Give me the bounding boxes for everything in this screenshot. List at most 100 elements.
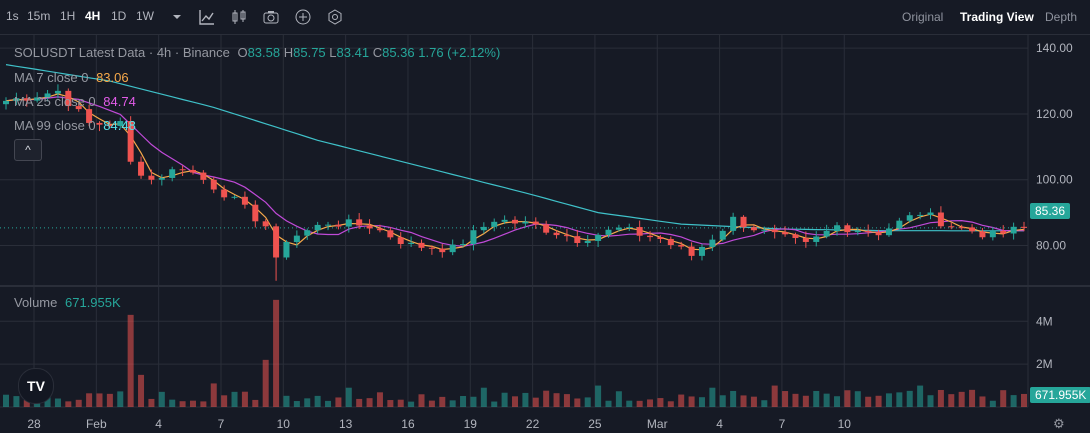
view-trading-view[interactable]: Trading View	[960, 10, 1034, 24]
volume-bar	[657, 398, 664, 407]
add-icon[interactable]	[294, 8, 312, 26]
volume-bar	[428, 400, 435, 407]
candle-body	[709, 239, 716, 247]
volume-bar	[958, 391, 965, 407]
candle-style-icon[interactable]	[230, 8, 248, 26]
view-depth[interactable]: Depth	[1045, 10, 1078, 24]
ma99-value: 84.48	[103, 118, 136, 133]
candle-body	[969, 227, 976, 232]
volume-bar	[636, 400, 643, 407]
ma7-legend: MA 7 close 0 83.06	[14, 70, 129, 85]
time-tick-label: 7	[218, 417, 225, 431]
candle-body	[657, 237, 664, 239]
candle-body	[1000, 230, 1007, 234]
settings-icon[interactable]	[326, 8, 344, 26]
volume-bar	[117, 391, 124, 407]
volume-bar	[54, 398, 61, 407]
price-tick-label: 140.00	[1036, 41, 1073, 55]
time-tick-label: Feb	[86, 417, 107, 431]
candle-body	[958, 227, 965, 229]
collapse-legend-button[interactable]: ^	[14, 139, 42, 161]
volume-bar	[563, 394, 570, 407]
candle-body	[823, 230, 830, 237]
candle-body	[460, 243, 467, 245]
candle-body	[408, 242, 415, 245]
candle-body	[813, 236, 820, 242]
timeframe-15m[interactable]: 15m	[27, 9, 51, 23]
volume-bar	[1021, 393, 1027, 407]
volume-bar	[512, 396, 518, 407]
volume-bar	[1000, 390, 1007, 407]
volume-bar	[408, 401, 415, 407]
timeframe-1s[interactable]: 1s	[6, 9, 19, 23]
candle-body	[605, 229, 612, 235]
chevron-down-icon[interactable]	[168, 8, 186, 26]
volume-bar	[75, 399, 82, 407]
timeframe-1h[interactable]: 1H	[60, 9, 76, 23]
candle-body	[262, 221, 269, 227]
candle-body	[636, 227, 643, 236]
ma25-label: MA 25 close 0	[14, 94, 96, 109]
candle-body	[574, 236, 581, 243]
volume-bar	[491, 401, 498, 407]
candle-body	[148, 175, 155, 180]
volume-bar	[376, 392, 383, 407]
candle-body	[117, 121, 124, 126]
volume-bar	[293, 401, 300, 407]
ma25-legend: MA 25 close 0 84.74	[14, 94, 136, 109]
candle-body	[138, 161, 145, 176]
candle-body	[875, 232, 882, 236]
volume-label: Volume	[14, 295, 58, 310]
volume-bar	[948, 394, 955, 407]
volume-bar	[865, 396, 872, 407]
timeframe-4h[interactable]: 4H	[85, 9, 101, 23]
candle-body	[376, 228, 383, 231]
candle-body	[397, 237, 404, 245]
price-tick-label: 100.00	[1036, 173, 1073, 187]
candle-body	[896, 220, 903, 229]
axis-settings-icon[interactable]: ⚙	[1053, 416, 1065, 431]
candle-body	[927, 212, 934, 215]
view-original[interactable]: Original	[902, 10, 944, 24]
timeframe-1d[interactable]: 1D	[111, 9, 127, 23]
time-tick-label: 7	[779, 417, 786, 431]
candle-body	[34, 97, 41, 101]
close-value: 85.36	[382, 45, 415, 60]
candle-body	[730, 216, 737, 231]
volume-bar	[325, 400, 332, 407]
volume-bar	[231, 391, 238, 407]
volume-bar	[200, 401, 207, 407]
volume-bar	[158, 391, 165, 407]
ma99-label: MA 99 close 0	[14, 118, 96, 133]
candle-body	[65, 90, 72, 107]
volume-bar	[439, 396, 446, 407]
candle-body	[543, 224, 550, 233]
candle-body	[989, 230, 996, 238]
open-label: O	[237, 45, 248, 60]
candle-body	[366, 225, 373, 229]
camera-icon[interactable]	[262, 8, 280, 26]
candle-body	[532, 221, 539, 225]
ma25-line	[5, 96, 1025, 247]
candle-body	[771, 229, 778, 233]
indicators-icon[interactable]	[198, 8, 216, 26]
volume-bar	[480, 387, 487, 407]
volume-bar	[532, 397, 539, 407]
volume-bar	[241, 391, 248, 407]
volume-bar	[917, 385, 924, 407]
candle-body	[626, 227, 633, 229]
open-value: 83.58	[247, 45, 281, 60]
candlestick-chart[interactable]: 80.00 100.00 120.00 140.00 2M 4M 28 Feb 4 7 10 13 16…	[0, 35, 1090, 433]
volume-bar	[418, 394, 425, 407]
candle-body	[387, 230, 394, 238]
volume-bar	[1010, 395, 1017, 407]
candle-body	[127, 121, 134, 162]
candle-body	[584, 240, 591, 243]
volume-bar	[574, 398, 581, 407]
candle-body	[937, 212, 944, 227]
tradingview-logo[interactable]: TV	[18, 368, 54, 404]
candle-body	[428, 247, 435, 249]
timeframe-1w[interactable]: 1W	[136, 9, 154, 23]
low-value: 83.41	[336, 45, 370, 60]
volume-bar	[304, 398, 311, 407]
